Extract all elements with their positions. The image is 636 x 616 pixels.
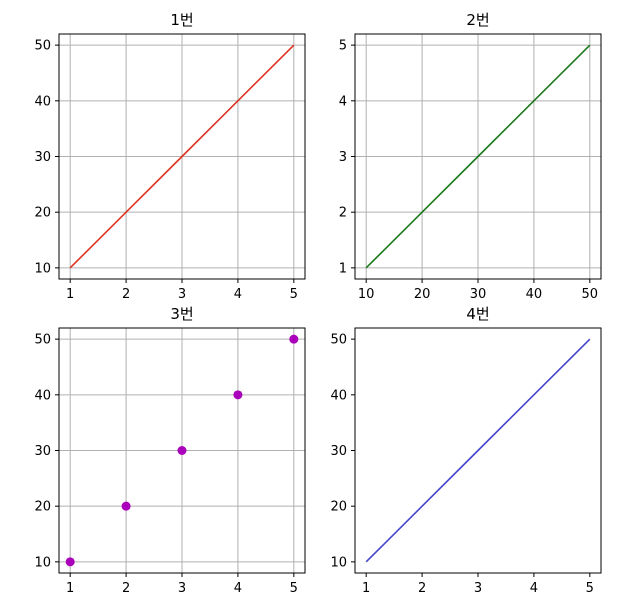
scatter-point-2 xyxy=(121,501,131,511)
x-tick-label-4: 40 xyxy=(526,287,543,302)
x-tick-label-1: 1 xyxy=(66,287,74,302)
y-tick-label-3: 30 xyxy=(330,444,347,459)
y-tick-label-3: 30 xyxy=(34,150,51,165)
x-tick-label-3: 30 xyxy=(470,287,487,302)
x-tick-label-4: 4 xyxy=(530,581,538,596)
subplot-title: 1번 xyxy=(170,11,193,29)
x-tick-label-4: 4 xyxy=(234,581,242,596)
y-tick-label-5: 50 xyxy=(330,333,347,348)
subplot-title: 2번 xyxy=(466,11,489,29)
scatter-point-4 xyxy=(233,390,243,400)
x-tick-label-2: 2 xyxy=(122,287,130,302)
x-tick-label-5: 5 xyxy=(290,581,298,596)
scatter-point-1 xyxy=(65,557,75,567)
y-tick-label-4: 40 xyxy=(34,94,51,109)
subplot-1: 1 2 3 4 5 10 20 30 40 50 1번 xyxy=(34,11,306,302)
x-tick-label-2: 20 xyxy=(414,287,431,302)
y-tick-label-4: 40 xyxy=(34,388,51,403)
y-tick-label-2: 2 xyxy=(339,206,347,221)
y-tick-label-5: 50 xyxy=(34,39,51,54)
y-tick-label-3: 3 xyxy=(339,150,347,165)
subplot-title: 3번 xyxy=(170,305,193,323)
series-line xyxy=(365,44,591,269)
subplot-2: 10 20 30 40 50 1 2 3 4 5 2번 xyxy=(339,11,602,302)
x-tick-label-1: 10 xyxy=(358,287,375,302)
y-tick-label-2: 20 xyxy=(330,500,347,515)
x-tick-label-3: 3 xyxy=(474,581,482,596)
x-tick-label-3: 3 xyxy=(178,581,186,596)
x-tick-label-2: 2 xyxy=(122,581,130,596)
subplot-4: 1 2 3 4 5 10 20 30 40 50 4번 xyxy=(330,305,602,596)
y-tick-label-1: 1 xyxy=(339,261,347,276)
y-tick-label-1: 10 xyxy=(34,555,51,570)
y-tick-label-2: 20 xyxy=(34,206,51,221)
x-tick-label-1: 1 xyxy=(66,581,74,596)
y-tick-label-4: 40 xyxy=(330,388,347,403)
x-tick-label-5: 5 xyxy=(290,287,298,302)
scatter-point-5 xyxy=(289,334,299,344)
y-tick-label-4: 4 xyxy=(339,94,347,109)
y-tick-label-1: 10 xyxy=(330,555,347,570)
subplot-3: 1 2 3 4 5 10 20 30 40 50 3번 xyxy=(34,305,306,596)
x-tick-label-2: 2 xyxy=(418,581,426,596)
y-tick-label-2: 20 xyxy=(34,500,51,515)
x-tick-label-4: 4 xyxy=(234,287,242,302)
series-line xyxy=(365,338,591,563)
subplot-title: 4번 xyxy=(466,305,489,323)
y-tick-label-5: 50 xyxy=(34,333,51,348)
x-tick-label-3: 3 xyxy=(178,287,186,302)
x-tick-label-1: 1 xyxy=(362,581,370,596)
y-tick-label-1: 10 xyxy=(34,261,51,276)
y-tick-label-5: 5 xyxy=(339,39,347,54)
x-tick-label-5: 50 xyxy=(582,287,599,302)
x-tick-label-5: 5 xyxy=(586,581,594,596)
scatter-point-3 xyxy=(177,446,187,455)
series-line xyxy=(69,44,295,269)
y-tick-label-3: 30 xyxy=(34,444,51,459)
